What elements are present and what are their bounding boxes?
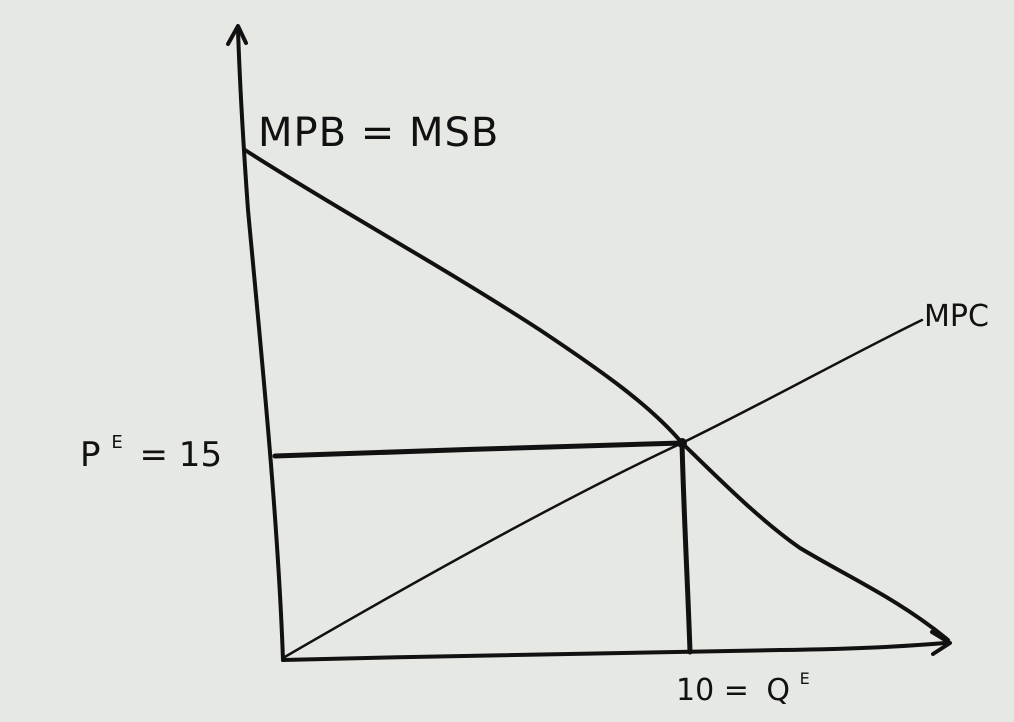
quantity-superscript: E — [800, 669, 810, 688]
quantity-value: 10 = — [676, 673, 749, 708]
quantity-axis-label: 10 = Q E — [676, 669, 810, 708]
price-symbol: P — [80, 435, 101, 475]
demand-curve-label: MPB = MSB — [258, 110, 499, 156]
x-axis — [281, 641, 947, 662]
supply-curve-label: MPC — [924, 299, 989, 334]
supply-curve-mpc — [281, 318, 924, 660]
equilibrium-price-line — [272, 440, 685, 459]
equilibrium-point — [677, 438, 687, 448]
price-value: = 15 — [140, 435, 223, 475]
quantity-symbol: Q — [766, 673, 790, 708]
equilibrium-quantity-line — [679, 440, 693, 655]
price-axis-label: P E = 15 — [80, 417, 222, 475]
demand-curve-mpb-msb — [243, 148, 950, 642]
y-axis-arrowhead — [226, 24, 248, 46]
price-superscript: E — [111, 432, 122, 453]
x-axis-arrowhead — [930, 630, 952, 656]
y-axis — [236, 28, 285, 662]
